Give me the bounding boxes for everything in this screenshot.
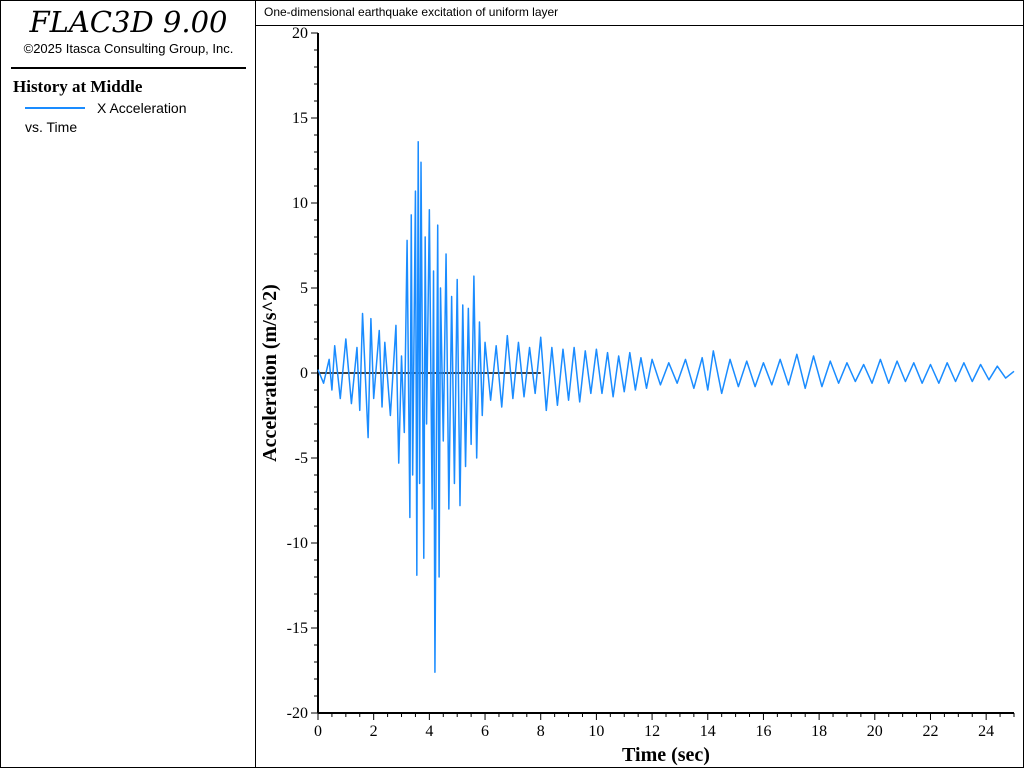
y-tick-label: 0: [300, 365, 308, 382]
copyright-text: ©2025 Itasca Consulting Group, Inc.: [23, 41, 234, 56]
x-tick-label: 6: [481, 723, 489, 740]
x-tick-label: 4: [425, 723, 433, 740]
x-tick-label: 12: [644, 723, 660, 740]
x-tick-label: 2: [370, 723, 378, 740]
y-tick-label: 20: [292, 25, 308, 42]
series-line-x-acceleration: [317, 141, 1015, 673]
plot-panel: One-dimensional earthquake excitation of…: [255, 0, 1024, 768]
x-tick-label: 0: [314, 723, 322, 740]
x-tick-label: 8: [537, 723, 545, 740]
y-tick-label: -20: [287, 705, 308, 722]
plot-title-bar: One-dimensional earthquake excitation of…: [256, 1, 1023, 26]
series-group: [317, 141, 1015, 673]
y-tick-label: -5: [295, 450, 308, 467]
legend-sub-label: vs. Time: [25, 119, 78, 135]
legend-panel: FLAC3D 9.00 ©2025 Itasca Consulting Grou…: [0, 0, 256, 768]
legend-series-label: X Acceleration: [97, 100, 187, 116]
app-title: FLAC3D 9.00: [29, 5, 228, 39]
x-axis-title: Time (sec): [622, 744, 710, 766]
y-axis-title: Acceleration (m/s^2): [259, 284, 281, 462]
x-tick-label: 20: [867, 723, 883, 740]
x-tick-label: 18: [811, 723, 827, 740]
y-tick-label: -15: [287, 620, 308, 637]
history-heading: History at Middle: [13, 77, 143, 96]
x-tick-label: 16: [755, 723, 771, 740]
y-tick-label: 10: [292, 195, 308, 212]
x-tick-label: 22: [922, 723, 938, 740]
x-tick-label: 10: [588, 723, 604, 740]
y-tick-label: -10: [287, 535, 308, 552]
x-tick-label: 14: [700, 723, 716, 740]
y-tick-label: 15: [292, 110, 308, 127]
legend-divider: [11, 67, 246, 69]
plot-title: One-dimensional earthquake excitation of…: [264, 5, 559, 19]
legend-line-swatch: [25, 107, 85, 109]
y-tick-label: 5: [300, 280, 308, 297]
x-tick-label: 24: [978, 723, 994, 740]
